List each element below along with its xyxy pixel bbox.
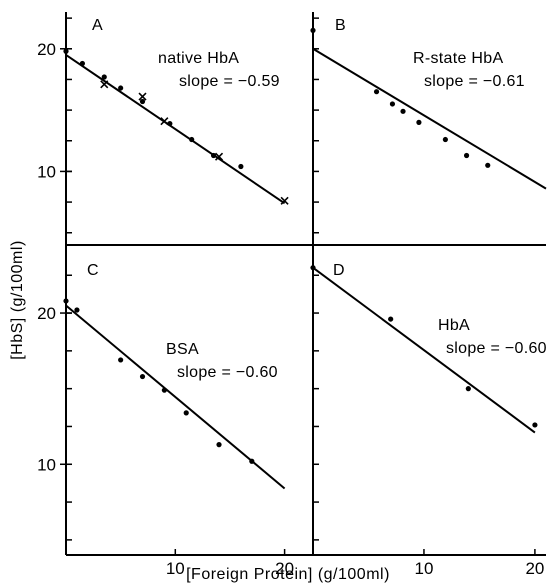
panel-d-note-line2: slope = −0.60 — [446, 340, 547, 357]
panel-a-data-point — [79, 60, 85, 67]
panel-d-data-point — [310, 265, 316, 271]
panel-c-data-point — [249, 458, 255, 464]
panel-a-data-point — [63, 48, 69, 54]
panel-a-cross-point — [138, 92, 147, 101]
panel-c-points — [63, 298, 255, 464]
panel-d-tick-labels: 10 20 — [414, 549, 544, 578]
panel-a-data-point — [139, 98, 146, 105]
panel-a-cross-point — [100, 80, 109, 89]
panel-a-data-point — [167, 120, 173, 127]
panel-d-data-point — [532, 422, 538, 428]
panel-c-x-tick-label: 10 — [166, 559, 185, 578]
panel-c-note-line2: slope = −0.60 — [177, 364, 278, 381]
panel-b-data-point — [442, 136, 448, 143]
panel-b-note-line2: slope = −0.61 — [424, 73, 525, 90]
panel-c-letter: C — [87, 262, 99, 279]
panel-c-data-point — [216, 442, 222, 448]
panel-a-data-point — [238, 163, 244, 170]
panel-a-cross-stroke — [214, 152, 224, 161]
panel-b-data-point — [310, 27, 316, 33]
panel-a-y-tick-label: 10 — [37, 162, 56, 181]
figure-frame — [65, 12, 546, 556]
panel-b-data-point — [463, 152, 470, 159]
panel-b-fit-line — [312, 47, 547, 190]
panel-d-fit-line — [312, 266, 536, 434]
y-axis-title: [HbS] (g/100ml) — [9, 240, 26, 360]
panel-d-note-line1: HbA — [438, 317, 470, 334]
panel-c-data-point — [74, 307, 80, 313]
panel-b-points — [310, 27, 491, 168]
panel-c-tick-labels: 20 10 10 20 — [37, 304, 294, 578]
panel-a-cross-stroke — [138, 92, 147, 101]
panel-b-data-point — [416, 119, 422, 125]
panel-b-data-point — [400, 108, 406, 114]
panel-d-minor-ticks — [313, 274, 319, 541]
panel-a-letter: A — [92, 17, 103, 34]
panel-a-cross-point — [280, 196, 289, 205]
panel-b-data-point — [389, 101, 396, 107]
panel-c-y-tick-label: 20 — [37, 304, 56, 323]
panel-a-note-line2: slope = −0.59 — [179, 73, 280, 90]
panel-c-data-point — [183, 410, 189, 416]
panel-d-data-point — [388, 316, 394, 322]
panel-a-cross-stroke — [100, 80, 109, 89]
panel-a-cross-point — [214, 152, 224, 161]
panel-a-cross-stroke — [280, 196, 289, 205]
panel-c-x-tick-label: 20 — [275, 559, 294, 578]
panel-c-data-point — [63, 298, 69, 304]
panel-d-data-point — [465, 386, 471, 392]
panel-c-fit-line — [65, 304, 286, 490]
panel-c-data-point — [118, 357, 124, 363]
panel-b-data-point — [485, 162, 491, 168]
panel-a-data-point — [101, 74, 107, 80]
panel-b-letter: B — [335, 17, 346, 34]
panel-a-data-point — [118, 85, 124, 91]
panel-a-note-line1: native HbA — [158, 50, 239, 67]
panel-a-data-point — [210, 152, 217, 159]
panel-b-note-line1: R-state HbA — [413, 50, 503, 67]
panel-d-x-tick-label: 20 — [525, 559, 544, 578]
panel-a-points — [63, 48, 289, 205]
panel-d: 10 20 D HbA slope = −0.60 — [310, 262, 547, 578]
panel-b: B R-state HbA slope = −0.61 — [310, 17, 547, 234]
panel-d-points — [310, 265, 538, 428]
x-axis-title: [Foreign Protein] (g/100ml) — [186, 566, 390, 583]
panel-d-letter: D — [333, 262, 345, 279]
panel-c-y-tick-label: 10 — [37, 455, 56, 474]
panel-a-fit-line — [65, 54, 286, 205]
panel-c-data-point — [161, 387, 167, 393]
panel-a-y-tick-label: 20 — [37, 40, 56, 59]
panel-c-data-point — [139, 373, 146, 380]
panel-a-data-point — [189, 136, 195, 143]
panel-a-cross-stroke — [160, 117, 169, 126]
panel-b-data-point — [373, 89, 380, 95]
panel-c: 20 10 10 20 C BSA slope = −0.60 — [37, 262, 294, 578]
panel-c-note-line1: BSA — [166, 341, 199, 358]
panel-d-x-tick-label: 10 — [414, 559, 433, 578]
panel-a-cross-point — [160, 117, 169, 126]
